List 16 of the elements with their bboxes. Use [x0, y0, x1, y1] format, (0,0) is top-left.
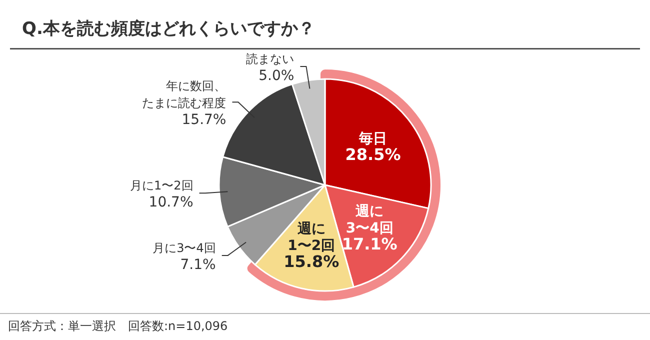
slice-label: 月に1〜2回	[130, 178, 194, 193]
slice-label: 毎日	[358, 131, 388, 148]
slice-label: 月に3〜4回	[152, 240, 216, 255]
chart-title: Q.本を読む頻度はどれくらいですか？	[22, 19, 315, 39]
data-label: 15.8%	[284, 252, 340, 271]
slice-label: 年に数回、たまに読む程度	[142, 79, 226, 110]
data-label: 17.1%	[342, 234, 398, 254]
text: 回答方式：単一選択 回答数:n=10,096	[8, 319, 228, 333]
data-label: 15.7%	[182, 112, 226, 128]
slice-label: 週に1〜2回	[288, 220, 336, 254]
data-label: 10.7%	[148, 194, 194, 211]
data-label: 7.1%	[180, 256, 216, 273]
slice-label: 週に3〜4回	[346, 203, 394, 236]
data-label: 5.0%	[258, 68, 294, 84]
data-label: 28.5%	[345, 145, 401, 164]
slice-label: 読まない	[246, 52, 294, 66]
